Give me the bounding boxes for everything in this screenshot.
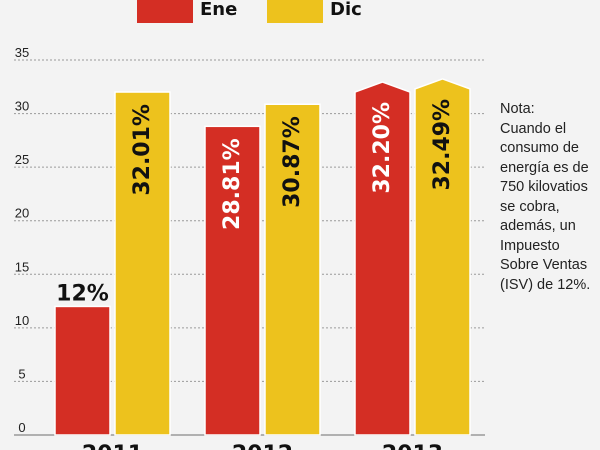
y-tick-label: 25 xyxy=(15,152,29,167)
y-tick-label: 0 xyxy=(18,420,25,435)
legend-label-dic: Dic xyxy=(330,0,362,20)
bar-dic-2012 xyxy=(264,103,321,436)
bar-data-label: 32.49% xyxy=(430,99,455,191)
x-axis: 2011 2012 2013 xyxy=(82,442,443,450)
bar-ene-2012 xyxy=(204,125,261,436)
bar-data-label: 28.81% xyxy=(220,138,245,230)
bar-data-label: 12% xyxy=(56,281,109,306)
bars: 12% 32.01% 28.81% 30.87% 32.20% 32.49% xyxy=(54,78,471,436)
bar-ene-2011 xyxy=(54,305,111,436)
bar-data-label: 32.20% xyxy=(370,102,395,194)
x-category-label: 2012 xyxy=(232,442,293,450)
y-tick-label: 30 xyxy=(15,99,29,114)
legend: Ene Dic xyxy=(137,0,362,23)
y-tick-label: 35 xyxy=(15,45,29,60)
bar-dic-2013 xyxy=(414,78,471,436)
x-category-label: 2013 xyxy=(382,442,443,450)
x-category-label: 2011 xyxy=(82,442,143,450)
bar-data-label: 32.01% xyxy=(130,104,155,196)
bar-dic-2011 xyxy=(114,91,171,436)
legend-swatch-dic xyxy=(267,0,323,23)
bar-ene-2013 xyxy=(354,81,411,436)
y-tick-label: 5 xyxy=(18,366,25,381)
bar-data-label: 30.87% xyxy=(280,116,305,208)
note-text: Nota: Cuando el consumo de energía es de… xyxy=(500,101,591,293)
legend-label-ene: Ene xyxy=(200,0,237,20)
legend-swatch-ene xyxy=(137,0,193,23)
y-tick-label: 15 xyxy=(15,259,29,274)
y-tick-label: 20 xyxy=(15,206,29,221)
y-axis: 0 5 10 15 20 25 30 35 xyxy=(15,45,29,435)
y-tick-label: 10 xyxy=(15,313,29,328)
